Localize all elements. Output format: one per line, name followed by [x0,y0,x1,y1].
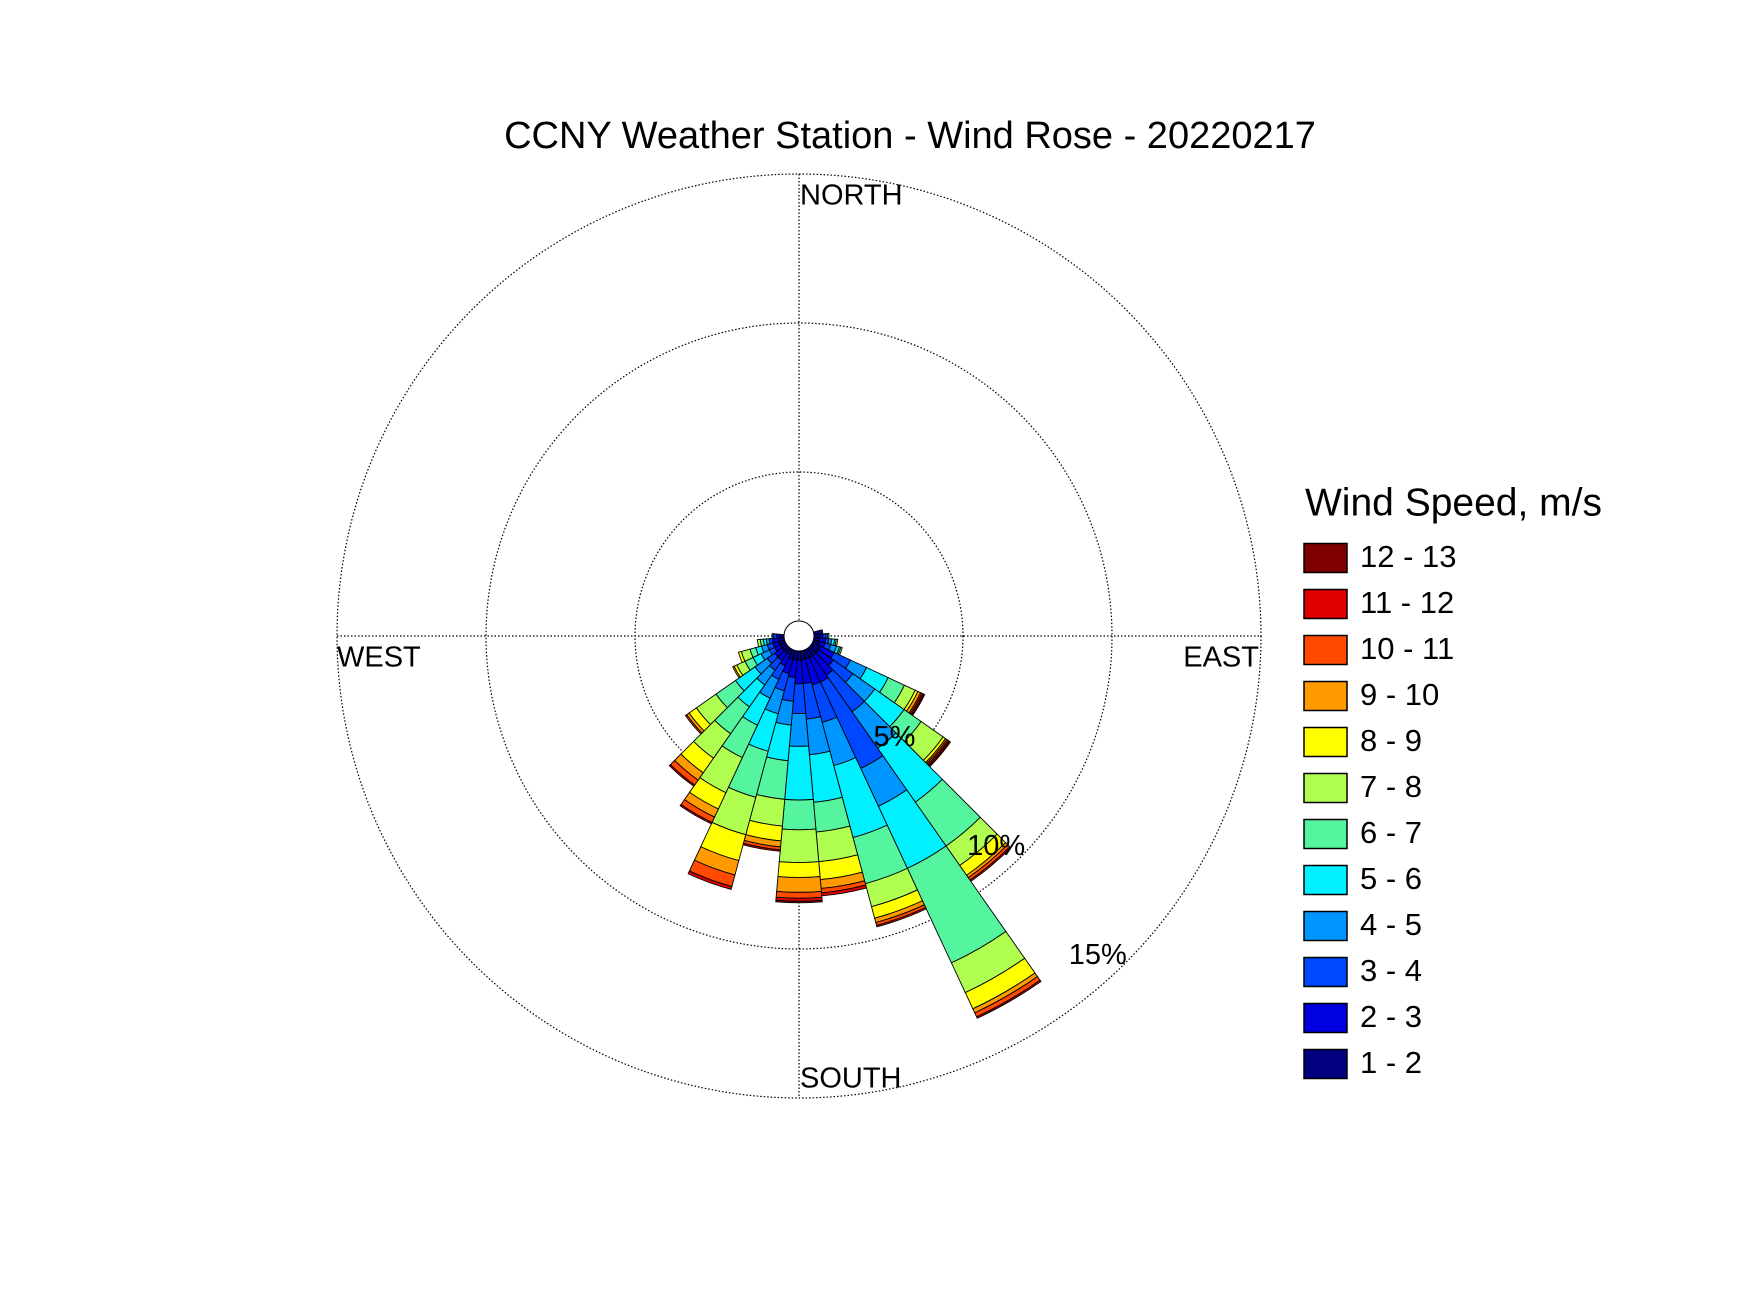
legend-swatch [1303,634,1348,666]
grid-ring [336,173,1262,1099]
legend-label: 4 - 5 [1360,907,1422,942]
wind-segment [826,632,830,640]
r-tick-label: 15% [1069,939,1127,971]
wind-segment [779,633,785,639]
legend-swatch [1303,1002,1348,1034]
legend-label: 12 - 13 [1360,539,1457,574]
legend-swatch [1303,818,1348,850]
direction-label: SOUTH [800,1063,902,1095]
wind-segment [777,861,821,878]
wind-segment [732,665,741,679]
overlay: 5% 10% 15% [783,620,1127,971]
legend-swatch [1303,680,1348,712]
wind-segment [756,638,763,648]
wind-segment [679,803,713,825]
wind-segment [976,979,1042,1019]
direction-label: NORTH [800,180,903,212]
chart-title: CCNY Weather Station - Wind Rose - 20220… [504,115,1316,157]
legend-label: 11 - 12 [1360,585,1454,620]
wind-segment [788,712,810,747]
legend-label: 10 - 11 [1360,631,1454,666]
legend-label: 3 - 4 [1360,953,1422,988]
r-tick-label: 5% [874,721,916,753]
legend-label: 5 - 6 [1360,861,1422,896]
wind-segment [771,633,775,639]
legend-swatch [1303,726,1348,758]
wind-segment [778,828,820,864]
legend-swatch [1303,910,1348,942]
wind-segment [775,890,823,899]
r-tick-label: 10% [967,830,1025,862]
legend-swatch [1303,864,1348,896]
wind-segment [687,870,733,890]
wind-segment [668,763,696,787]
bars [668,621,1042,1019]
legend-label: 8 - 9 [1360,723,1422,758]
wind-segment [781,798,817,831]
legend-label: 2 - 3 [1360,999,1422,1034]
direction-label: EAST [1183,642,1259,674]
legend-swatch [1303,588,1348,620]
legend-title: Wind Speed, m/s [1305,481,1602,524]
legend-swatch [1303,542,1348,574]
legend-swatch [1303,1048,1348,1080]
wind-segment [776,876,822,893]
wind-segment [875,906,927,928]
wind-segment [820,629,824,635]
direction-label: WEST [337,642,421,674]
legend-swatch [1303,956,1348,988]
legend-label: 9 - 10 [1360,677,1439,712]
legend-label: 1 - 2 [1360,1045,1422,1080]
wind-segment [737,650,746,664]
center-hole [783,620,815,652]
wind-segment [684,714,703,735]
legend-label: 6 - 7 [1360,815,1422,850]
wind-segment [775,899,823,904]
legend-label: 7 - 8 [1360,769,1422,804]
legend-swatch [1303,772,1348,804]
